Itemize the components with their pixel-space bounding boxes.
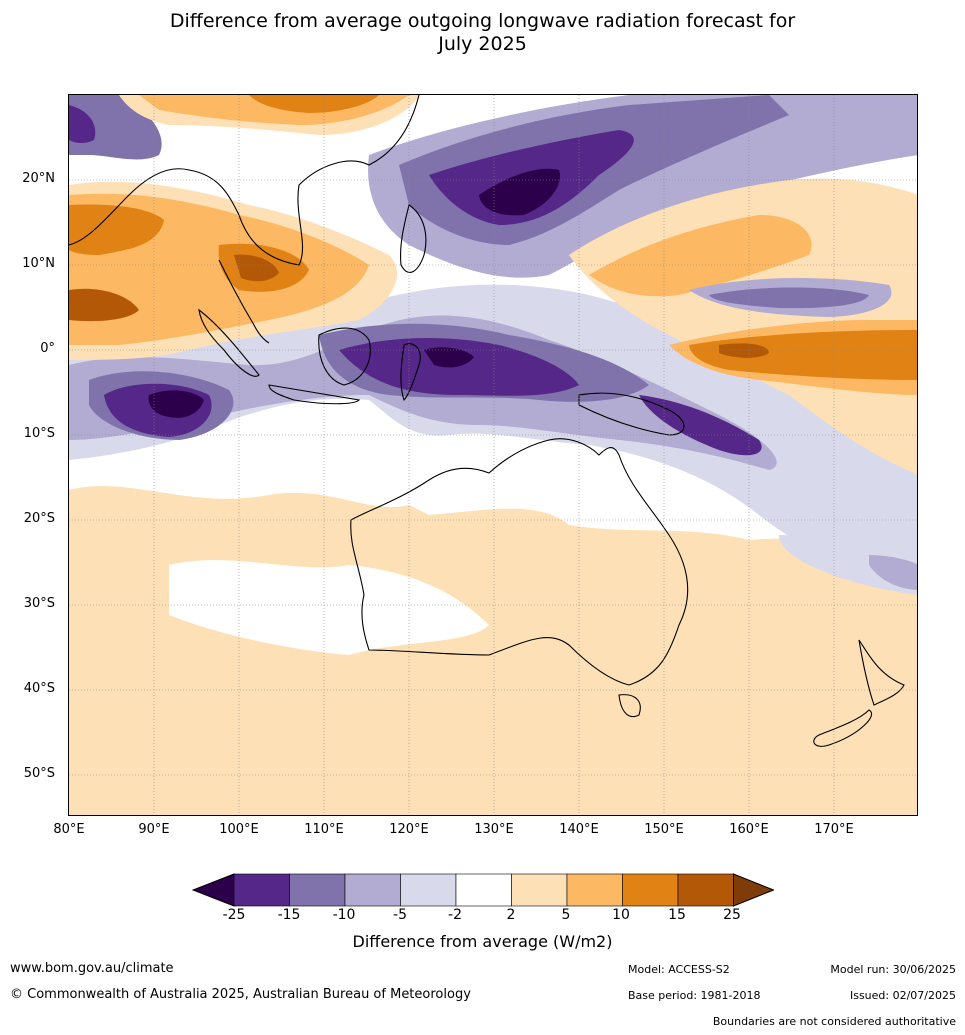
anomaly-region-southeast-light-orange [499,577,661,705]
colorbar-swatch-5 [511,873,568,907]
new-guinea-coastline [578,392,685,436]
website-link[interactable]: www.bom.gov.au/climate [10,961,174,976]
anomaly-region-south-white-gap [169,560,489,655]
anomaly-region-south-pacific-purple [869,555,917,590]
lon-label-90e: 90°E [138,822,170,837]
legend-tick-5: 5 [561,907,571,923]
lon-label-140e: 140°E [559,822,599,837]
colorbar-title: Difference from average (W/m2) [352,932,613,951]
anomaly-region-maritime-continent-dark [339,338,579,396]
java-coastline [268,384,361,405]
base-period-text: Base period: 1981-2018 [628,989,761,1002]
anomaly-region-north-dark-orange [249,95,379,113]
lon-label-120e: 120°E [389,822,429,837]
tasmania-coastline [618,694,641,718]
asia-mainland-coastline [69,95,420,266]
sulawesi-coastline [400,343,421,402]
legend-tick-minus-15: -15 [277,907,301,923]
legend-tick-15: 15 [668,907,686,923]
colorbar-extend-high [733,873,775,907]
anomaly-region-indochina-core [234,254,279,282]
malay-peninsula-coastline [218,259,270,344]
lat-label-0: 0° [40,341,55,356]
legend-tick-2: 2 [506,907,516,923]
lat-label-10s: 10°S [23,426,55,441]
colorbar-swatch-2 [344,873,401,907]
legend-tick-minus-5: -5 [393,907,407,923]
title-line-1: Difference from average outgoing longwav… [169,10,796,32]
graticule [69,95,917,815]
lon-label-110e: 110°E [304,822,344,837]
colorbar-swatch-0 [233,873,290,907]
map-canvas [69,95,917,815]
anomaly-region-nw-pacific-core [479,168,560,216]
disclaimer-text: Boundaries are not considered authoritat… [712,1015,956,1028]
legend-tick-minus-10: -10 [332,907,356,923]
coastlines [69,95,905,747]
legend-tick-minus-2: -2 [448,907,462,923]
anomaly-region-east-pacific-core [719,343,769,358]
legend-tick-minus-25: -25 [222,907,246,923]
colorbar-swatch-1 [289,873,346,907]
colorbar-swatch-6 [566,873,623,907]
australia-coastline [350,438,689,686]
colorbar [191,873,775,907]
lat-label-20s: 20°S [23,511,55,526]
lat-label-30s: 30°S [23,596,55,611]
anomaly-region-bay-of-bengal-dark [69,105,96,144]
colorbar-swatch-4 [455,873,512,907]
lat-label-50s: 50°S [23,766,55,781]
lat-label-20n: 20°N [22,171,55,186]
model-run-text: Model run: 30/06/2025 [830,963,956,976]
anomaly-region-maritime-continent-core [424,347,474,368]
olr-anomaly-map [68,94,918,816]
anomaly-region-east-pacific-dark-orange [689,330,917,380]
model-text: Model: ACCESS-S2 [628,963,730,976]
new-zealand-south-coastline [813,709,872,747]
colorbar-svg [191,873,775,907]
colorbar-swatch-8 [677,873,734,907]
lat-label-40s: 40°S [23,681,55,696]
copyright-text: © Commonwealth of Australia 2025, Austra… [10,987,471,1002]
colorbar-swatch-3 [400,873,457,907]
borneo-coastline [318,327,371,386]
philippines-coastline [400,204,427,273]
anomaly-region-indian-ocean-dark-orange [69,204,164,255]
lon-label-80e: 80°E [53,822,85,837]
lon-label-100e: 100°E [219,822,259,837]
colorbar-extend-low [191,873,235,907]
lon-label-130e: 130°E [474,822,514,837]
lat-label-10n: 10°N [22,256,55,271]
anomaly-region-central-pacific-orange [589,215,812,297]
title-line-2: July 2025 [438,33,527,55]
colorbar-swatch-7 [622,873,679,907]
lon-label-150e: 150°E [644,822,684,837]
anomaly-region-south-pacific-light-purple [779,535,917,595]
legend-tick-10: 10 [612,907,630,923]
lon-label-170e: 170°E [814,822,854,837]
map-title: Difference from average outgoing longwav… [0,10,965,56]
sumatra-coastline [198,308,260,377]
new-zealand-north-coastline [858,639,905,706]
issued-text: Issued: 02/07/2025 [849,989,956,1002]
lon-label-160e: 160°E [729,822,769,837]
legend-tick-25: 25 [723,907,741,923]
anomaly-region-indian-ocean-core [148,390,204,418]
anomaly-region-andaman-orange [69,288,139,322]
